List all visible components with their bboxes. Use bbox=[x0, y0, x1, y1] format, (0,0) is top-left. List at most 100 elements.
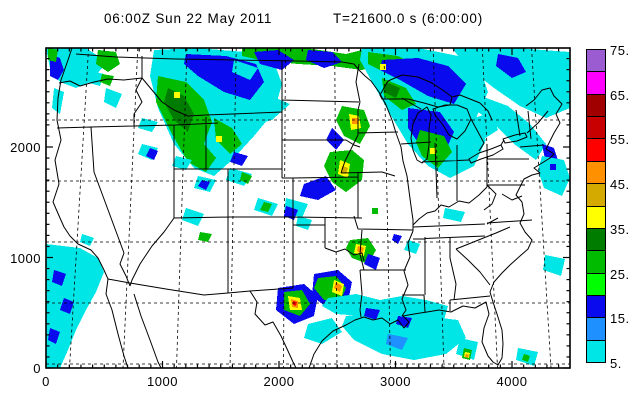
precip-region-level-15 bbox=[396, 316, 412, 328]
precip-region-level-5 bbox=[80, 234, 94, 246]
precip-region-level-15 bbox=[284, 206, 298, 220]
precip-region-level-15 bbox=[364, 308, 380, 320]
precip-region-level-15 bbox=[300, 176, 336, 200]
colorbar-tick-label: 15. bbox=[610, 311, 630, 327]
precip-region-level-5 bbox=[182, 208, 204, 226]
colorbar-cell-65 bbox=[586, 71, 606, 95]
colorbar-tick-label: 55. bbox=[610, 132, 630, 148]
precip-region-level-30 bbox=[164, 88, 194, 132]
state-borders bbox=[56, 56, 545, 318]
precip-region-level-25 bbox=[48, 48, 58, 62]
precip-region-level-5 bbox=[342, 312, 466, 360]
precip-region-level-15 bbox=[550, 164, 556, 170]
precip-region-level-10 bbox=[386, 334, 408, 350]
precip-region-level-45 bbox=[465, 354, 469, 358]
colorbar bbox=[586, 49, 606, 363]
precip-region-level-5 bbox=[46, 244, 104, 368]
precip-region-level-25 bbox=[214, 118, 242, 154]
precip-region-level-35 bbox=[430, 148, 436, 154]
precip-region-level-5 bbox=[242, 98, 290, 126]
x-tick-label: 1000 bbox=[147, 374, 178, 389]
precip-region-level-35 bbox=[174, 92, 180, 98]
precip-region-level-5 bbox=[304, 318, 342, 344]
precip-region-level-5 bbox=[443, 208, 465, 222]
colorbar-tick-label: 65. bbox=[610, 87, 630, 103]
colorbar-cell-55 bbox=[586, 116, 606, 140]
colorbar-tick-label: 35. bbox=[610, 221, 630, 237]
x-tick-label: 4000 bbox=[496, 374, 528, 389]
precipitation-shaded-field bbox=[46, 48, 570, 368]
precip-region-level-25 bbox=[240, 172, 252, 184]
lake-ontario bbox=[502, 132, 528, 144]
precip-region-level-5 bbox=[138, 118, 158, 132]
axis-ticks bbox=[45, 48, 570, 369]
x-tick-label: 3000 bbox=[380, 374, 411, 389]
precip-region-level-35 bbox=[380, 64, 386, 70]
plot-frame bbox=[45, 47, 571, 369]
precip-region-level-5 bbox=[86, 70, 104, 86]
precip-region-level-15 bbox=[230, 152, 248, 166]
latlon-graticule bbox=[46, 48, 570, 368]
y-tick-label: 0 bbox=[33, 361, 41, 376]
coastline-west-and-mexico-border bbox=[52, 48, 297, 368]
colorbar-tick-label: 5. bbox=[610, 356, 622, 371]
precip-region-level-30 bbox=[384, 82, 400, 98]
precip-region-level-25 bbox=[100, 74, 114, 86]
x-tick-label: 2000 bbox=[263, 374, 295, 389]
lake-huron bbox=[432, 104, 472, 140]
plot-title-model-time: T=21600.0 s (6:00:00) bbox=[333, 11, 484, 26]
precip-region-level-5 bbox=[538, 156, 570, 196]
precip-region-level-5 bbox=[104, 88, 122, 108]
precip-region-level-15 bbox=[364, 254, 380, 270]
colorbar-tick-label: 25. bbox=[610, 266, 630, 282]
lake-michigan bbox=[410, 106, 432, 164]
colorbar-cell-5 bbox=[586, 339, 606, 363]
baja-coastline bbox=[105, 278, 129, 368]
colorbar-cell-45 bbox=[586, 160, 606, 185]
precip-region-level-15 bbox=[392, 234, 402, 244]
precip-region-level-50 bbox=[293, 301, 297, 306]
precip-region-level-15 bbox=[254, 50, 294, 70]
colorbar-cell-25 bbox=[586, 250, 606, 274]
colorbar-cell-60 bbox=[586, 93, 606, 118]
y-tick-label: 2000 bbox=[10, 140, 41, 155]
precip-region-level-5 bbox=[232, 60, 258, 80]
colorbar-cell-10 bbox=[586, 317, 606, 341]
precip-region-level-15 bbox=[52, 270, 66, 286]
y-tick-label: 1000 bbox=[10, 250, 41, 266]
colorbar-cell-30 bbox=[586, 227, 606, 252]
lake-erie bbox=[468, 144, 504, 164]
colorbar-cell-40 bbox=[586, 183, 606, 207]
us-basemap bbox=[52, 48, 563, 368]
colorbar-tick-label: 75. bbox=[610, 43, 630, 58]
precip-region-level-15 bbox=[198, 180, 210, 190]
precip-region-level-5 bbox=[543, 255, 565, 276]
precip-region-level-15 bbox=[306, 50, 342, 68]
precip-region-level-5 bbox=[296, 216, 312, 230]
gulf-atlantic-coastline bbox=[308, 87, 563, 368]
colorbar-cell-20 bbox=[586, 272, 606, 296]
precip-region-level-25 bbox=[260, 202, 272, 212]
plot-title-datetime: 06:00Z Sun 22 May 2011 bbox=[104, 11, 273, 26]
precip-region-level-35 bbox=[216, 136, 222, 142]
precip-region-level-5 bbox=[452, 48, 570, 118]
gulf-of-california-coastline bbox=[133, 293, 162, 368]
precip-region-level-15 bbox=[60, 298, 74, 314]
precip-region-level-15 bbox=[380, 58, 466, 104]
lake-superior bbox=[379, 74, 453, 108]
x-tick-label: 0 bbox=[42, 374, 50, 389]
colorbar-cell-15 bbox=[586, 294, 606, 319]
precip-region-level-25 bbox=[198, 232, 212, 242]
great-lakes-border-links bbox=[451, 94, 549, 152]
colorbar-tick-label: 45. bbox=[610, 177, 630, 193]
precip-region-level-25 bbox=[522, 354, 530, 362]
precip-region-level-45 bbox=[352, 118, 358, 124]
precip-region-level-25 bbox=[372, 208, 378, 214]
precip-region-level-15 bbox=[146, 148, 158, 160]
colorbar-cell-70 bbox=[586, 49, 606, 73]
precip-region-level-15 bbox=[496, 54, 526, 78]
colorbar-cell-50 bbox=[586, 138, 606, 162]
precip-region-level-15 bbox=[48, 328, 60, 344]
